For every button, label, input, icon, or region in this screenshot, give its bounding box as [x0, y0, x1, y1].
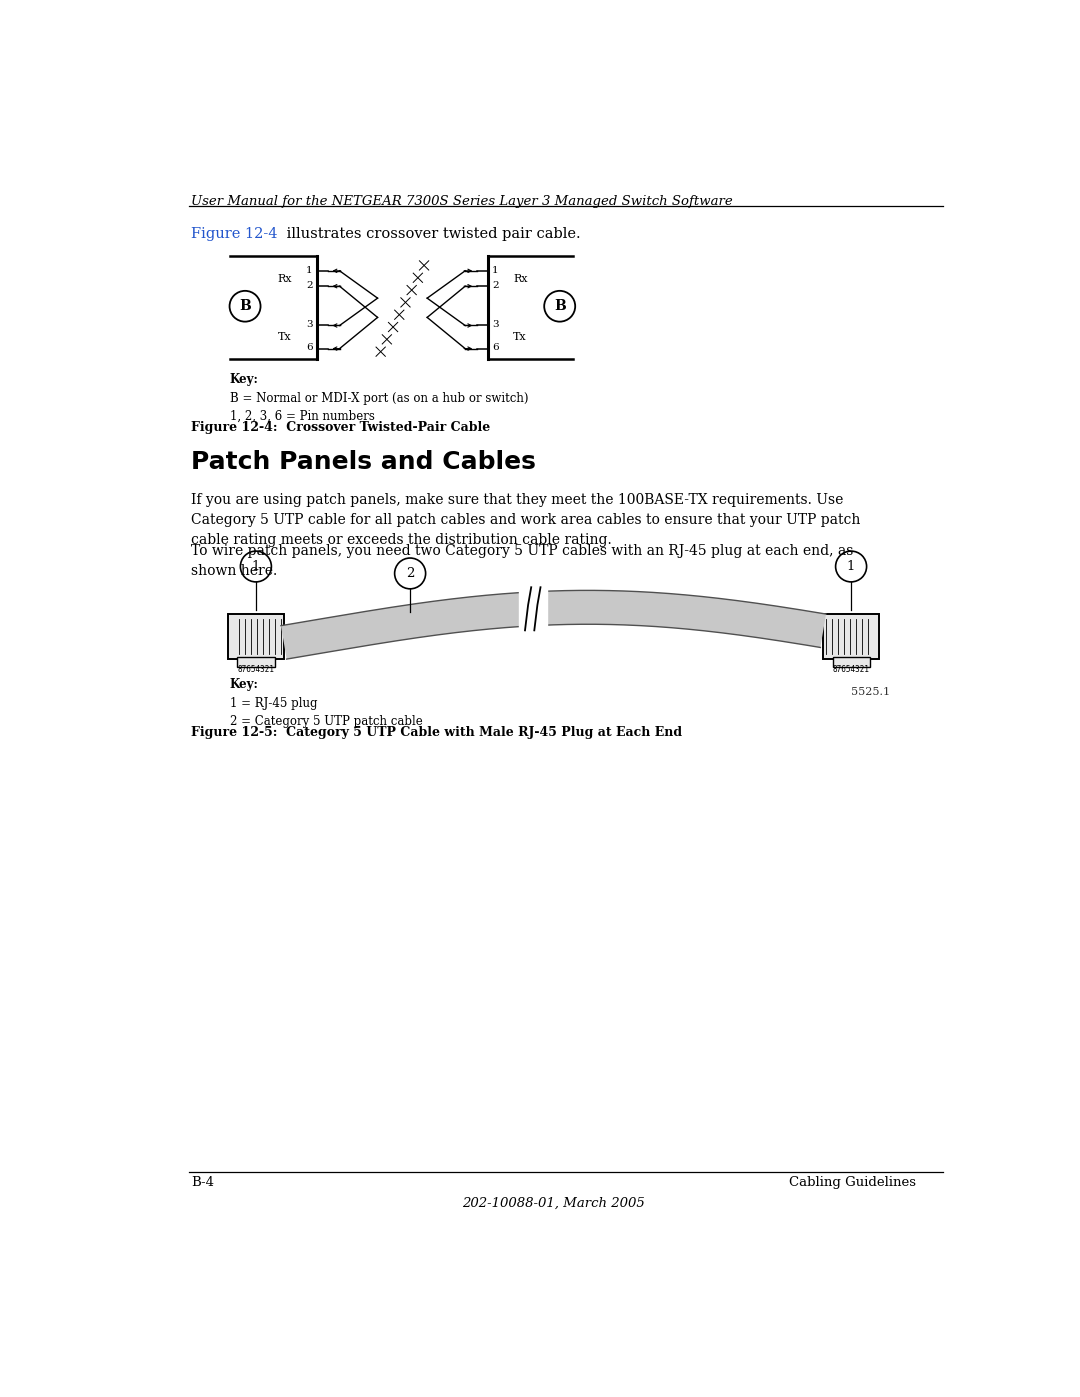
Text: 6: 6 [492, 344, 499, 352]
Text: 87654321: 87654321 [833, 665, 869, 675]
Text: Figure 12-5:  Category 5 UTP Cable with Male RJ-45 Plug at Each End: Figure 12-5: Category 5 UTP Cable with M… [191, 726, 681, 739]
Text: User Manual for the NETGEAR 7300S Series Layer 3 Managed Switch Software: User Manual for the NETGEAR 7300S Series… [191, 194, 732, 208]
Text: 202-10088-01, March 2005: 202-10088-01, March 2005 [462, 1197, 645, 1210]
Text: 2 = Category 5 UTP patch cable: 2 = Category 5 UTP patch cable [230, 715, 422, 728]
Text: Key:: Key: [230, 678, 258, 692]
Text: B = Normal or MDI-X port (as on a hub or switch): B = Normal or MDI-X port (as on a hub or… [230, 393, 528, 405]
Text: 1: 1 [847, 560, 855, 573]
Text: 3: 3 [492, 320, 499, 330]
Text: 6: 6 [306, 344, 312, 352]
Text: Tx: Tx [513, 332, 527, 342]
FancyBboxPatch shape [228, 615, 284, 659]
Text: 2: 2 [406, 567, 415, 580]
FancyBboxPatch shape [833, 658, 869, 666]
Text: B-4: B-4 [191, 1176, 214, 1189]
Text: 1: 1 [252, 560, 260, 573]
Text: 87654321: 87654321 [238, 665, 274, 675]
Text: Rx: Rx [278, 274, 292, 284]
Text: Rx: Rx [513, 274, 527, 284]
Text: Patch Panels and Cables: Patch Panels and Cables [191, 450, 536, 474]
Text: 3: 3 [306, 320, 312, 330]
Text: 1: 1 [306, 265, 312, 275]
Text: 1 = RJ-45 plug: 1 = RJ-45 plug [230, 697, 318, 711]
Text: Key:: Key: [230, 373, 258, 386]
Text: If you are using patch panels, make sure that they meet the 100BASE-TX requireme: If you are using patch panels, make sure… [191, 493, 860, 546]
Text: To wire patch panels, you need two Category 5 UTP cables with an RJ-45 plug at e: To wire patch panels, you need two Categ… [191, 545, 853, 578]
Text: 1: 1 [492, 265, 499, 275]
Text: 2: 2 [306, 281, 312, 291]
Text: B: B [554, 299, 566, 313]
Text: 1, 2, 3, 6 = Pin numbers: 1, 2, 3, 6 = Pin numbers [230, 411, 375, 423]
Text: Figure 12-4: Figure 12-4 [191, 226, 278, 240]
Text: Cabling Guidelines: Cabling Guidelines [789, 1176, 916, 1189]
Polygon shape [518, 574, 546, 644]
Text: 5525.1: 5525.1 [851, 687, 891, 697]
Polygon shape [281, 591, 826, 659]
Text: Tx: Tx [278, 332, 292, 342]
Text: 2: 2 [492, 281, 499, 291]
FancyBboxPatch shape [238, 658, 274, 666]
FancyBboxPatch shape [823, 615, 879, 659]
Text: illustrates crossover twisted pair cable.: illustrates crossover twisted pair cable… [282, 226, 581, 240]
Text: B: B [239, 299, 251, 313]
Text: Figure 12-4:  Crossover Twisted-Pair Cable: Figure 12-4: Crossover Twisted-Pair Cabl… [191, 420, 490, 434]
